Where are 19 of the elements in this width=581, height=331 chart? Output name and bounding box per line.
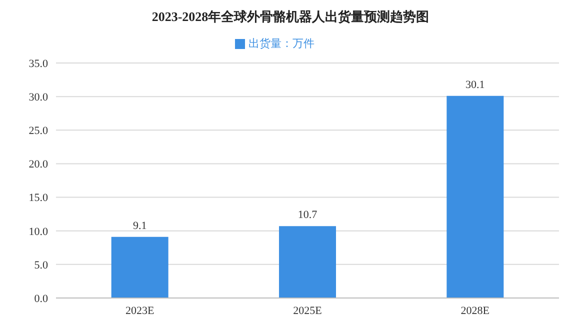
data-label: 30.1 (466, 78, 485, 91)
y-tick-label: 35.0 (28, 58, 48, 70)
y-tick-label: 25.0 (28, 125, 48, 138)
data-label: 9.1 (132, 220, 147, 232)
legend-label: 出货量：万件 (248, 38, 314, 50)
bar (111, 236, 168, 298)
x-tick-label: 2025E (293, 304, 322, 317)
bar (278, 226, 336, 298)
y-tick-label: 30.0 (28, 91, 48, 104)
x-tick-label: 2023E (125, 304, 154, 317)
x-tick-label: 2028E (460, 304, 490, 317)
y-tick-label: 20.0 (28, 158, 48, 171)
bar (446, 96, 504, 298)
y-tick-label: 15.0 (28, 192, 48, 204)
y-tick-label: 5.0 (34, 259, 48, 272)
data-label: 10.7 (298, 209, 318, 222)
y-tick-label: 0.0 (34, 292, 48, 305)
chart-title: 2023-2028年全球外骨骼机器人出货量预测趋势图 (150, 8, 430, 26)
y-tick-label: 10.0 (28, 226, 48, 238)
